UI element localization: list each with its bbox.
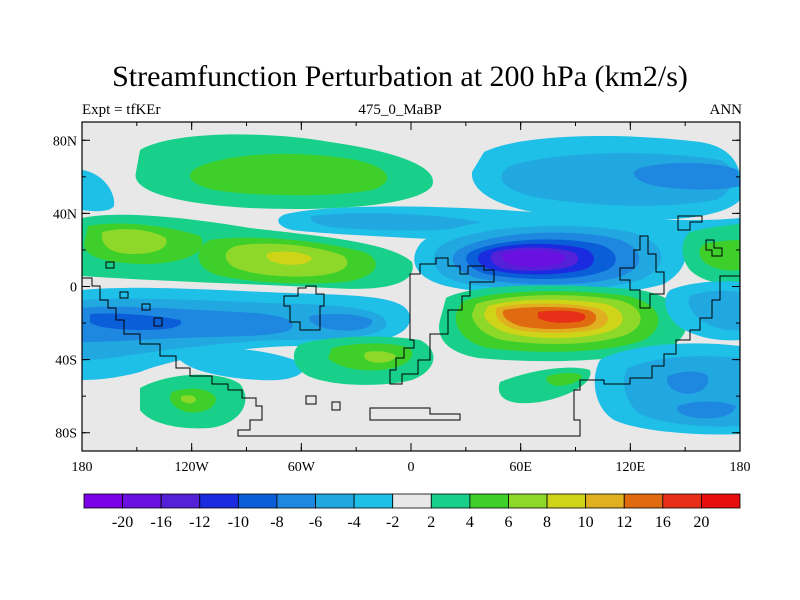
colorbar-swatch [701, 493, 741, 509]
colorbar-swatch [276, 493, 316, 509]
colorbar-label: -20 [112, 514, 133, 531]
contour-north-atlantic-6 [190, 153, 388, 196]
contour-north-pacific-6 [633, 162, 740, 190]
x-tick-label: 60E [509, 460, 532, 475]
coast-island-b [331, 401, 341, 411]
coast-americas [82, 275, 740, 437]
colorbar-label: -6 [309, 514, 322, 531]
coast-island-d [119, 291, 129, 299]
x-tick-label: 0 [408, 460, 415, 475]
colorbar-label: 10 [578, 514, 594, 531]
colorbar-swatch [623, 493, 664, 509]
colorbar-label: 4 [466, 514, 474, 531]
colorbar-swatch [508, 493, 548, 509]
colorbar-label: -16 [151, 514, 172, 531]
contour-east-pacific-low-4 [688, 290, 740, 331]
colorbar-labels: -20 -16 -12 -10 -8 -6 -4 -2 2 4 6 8 10 12 16 20 [112, 514, 709, 531]
colorbar-label: -2 [386, 514, 399, 531]
experiment-label: Expt = tfKEr [82, 102, 161, 118]
colorbar-label: 16 [655, 514, 671, 531]
period-label: 475_0_MaBP [358, 102, 442, 118]
colorbar-swatch [469, 493, 509, 509]
continent-outlines [82, 215, 740, 437]
colorbar-swatch [585, 493, 625, 509]
contour-asian-low-16 [502, 250, 565, 268]
colorbar-swatch [662, 493, 702, 509]
coast-island-c [105, 261, 115, 269]
colorbar-swatch [160, 493, 201, 509]
y-tick-label: 40S [55, 354, 77, 369]
colorbar-swatch [430, 493, 471, 509]
y-tick-label: 40N [53, 207, 77, 222]
colorbar-swatch [199, 493, 239, 509]
colorbar-label: 20 [693, 514, 709, 531]
colorbar-swatch [546, 493, 587, 509]
x-tick-label: 120E [616, 460, 646, 475]
colorbar [83, 493, 741, 509]
x-tick-label: 180 [730, 460, 751, 475]
colorbar-label: -4 [347, 514, 360, 531]
contour-subtropical-high-8 [101, 229, 167, 254]
colorbar-swatch [237, 493, 278, 509]
contour-south-america-low-2 [180, 347, 304, 381]
coast-island-a [305, 395, 317, 405]
contour-left-edge-negative [82, 170, 115, 212]
tick-labels: 180 120W 60W 0 60E 120E 180 80N 40N 0 40S 80S [53, 134, 751, 475]
x-tick-label: 60W [288, 460, 316, 475]
colorbar-swatch [353, 493, 394, 509]
y-tick-label: 0 [70, 281, 77, 296]
coast-north-africa [283, 285, 325, 331]
contour-australia-low-6b [677, 401, 736, 419]
coast-antarctic-shelf [369, 407, 461, 421]
colorbar-label: -8 [270, 514, 283, 531]
contour-west-pacific-high-6 [699, 240, 740, 271]
colorbar-swatch [315, 493, 355, 509]
y-tick-label: 80S [55, 427, 77, 442]
x-tick-label: 120W [175, 460, 210, 475]
y-tick-label: 80N [53, 134, 77, 149]
colorbar-label: -12 [189, 514, 210, 531]
contour-subtropical-high-10 [266, 251, 312, 265]
colorbar-label: 6 [504, 514, 512, 531]
colorbar-label: 2 [427, 514, 435, 531]
contour-indian-ocean-high-6 [546, 373, 582, 386]
coast-island-f [153, 317, 163, 327]
coast-east-asia [705, 239, 723, 257]
colorbar-swatch [122, 493, 162, 509]
season-label: ANN [709, 102, 743, 118]
coast-japan [677, 215, 703, 231]
contour-south-atlantic-high-8 [364, 351, 396, 363]
tick-marks [81, 122, 741, 451]
colorbar-swatch [83, 493, 123, 509]
colorbar-swatch [392, 493, 432, 509]
colorbar-label: 12 [616, 514, 632, 531]
colorbar-label: -10 [228, 514, 249, 531]
contour-south-pacific-low-6b [309, 313, 373, 331]
chart-title: Streamfunction Perturbation at 200 hPa (… [112, 60, 688, 93]
coast-africa [389, 257, 495, 385]
coast-island-e [141, 303, 151, 311]
x-tick-label: 180 [72, 460, 93, 475]
coast-asia [619, 235, 665, 309]
colorbar-label: 8 [543, 514, 551, 531]
contour-australia-low-6 [667, 371, 709, 394]
contour-south-pacific-high-8 [180, 395, 196, 404]
contour-asian-high-20 [538, 310, 586, 323]
contour-midlat-negative-4 [310, 213, 480, 231]
